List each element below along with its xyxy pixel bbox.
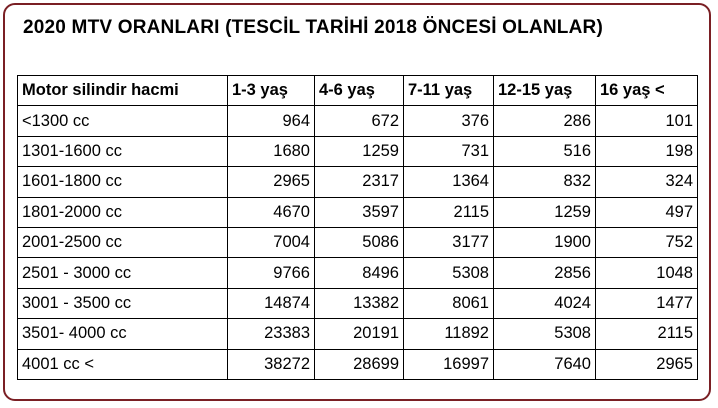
rate-cell: 2317 <box>314 166 404 198</box>
rate-cell: 5086 <box>314 226 404 259</box>
rate-cell: 8496 <box>314 257 404 289</box>
row-label: 1301-1600 cc <box>17 135 228 168</box>
rate-cell: 286 <box>493 105 596 137</box>
rate-cell: 497 <box>595 196 698 228</box>
table-row: 2001-2500 cc 7004 5086 3177 1900 752 <box>17 226 698 259</box>
rate-cell: 8061 <box>403 287 494 320</box>
rate-cell: 324 <box>595 166 698 198</box>
row-label: 3501- 4000 cc <box>17 318 228 350</box>
rate-cell: 2115 <box>595 318 698 350</box>
rate-cell: 964 <box>227 105 315 137</box>
rate-cell: 101 <box>595 105 698 137</box>
row-label: 1601-1800 cc <box>17 166 228 198</box>
rate-cell: 3597 <box>314 196 404 228</box>
rate-cell: 376 <box>403 105 494 137</box>
rate-cell: 516 <box>493 135 596 168</box>
column-header: 7-11 yaş <box>403 74 494 107</box>
row-label: 2001-2500 cc <box>17 226 228 259</box>
rate-cell: 28699 <box>314 348 404 380</box>
rate-cell: 2115 <box>403 196 494 228</box>
rate-cell: 1477 <box>595 287 698 320</box>
rate-cell: 38272 <box>227 348 315 380</box>
rate-cell: 198 <box>595 135 698 168</box>
rate-cell: 4024 <box>493 287 596 320</box>
rate-cell: 1364 <box>403 166 494 198</box>
table-row: 3001 - 3500 cc 14874 13382 8061 4024 1477 <box>17 287 698 320</box>
rate-cell: 832 <box>493 166 596 198</box>
table-body: <1300 cc 964 672 376 286 101 1301-1600 cc 1680 1… <box>17 105 698 380</box>
rate-cell: 1259 <box>314 135 404 168</box>
rate-cell: 752 <box>595 226 698 259</box>
rate-cell: 2965 <box>227 166 315 198</box>
row-label: <1300 cc <box>17 105 228 137</box>
rate-cell: 1048 <box>595 257 698 289</box>
rate-cell: 4670 <box>227 196 315 228</box>
rate-cell: 672 <box>314 105 404 137</box>
row-label: 2501 - 3000 cc <box>17 257 228 289</box>
column-header: 4-6 yaş <box>314 74 404 107</box>
rate-cell: 2965 <box>595 348 698 380</box>
table-row: 2501 - 3000 cc 9766 8496 5308 2856 1048 <box>17 257 698 289</box>
rate-cell: 23383 <box>227 318 315 350</box>
column-header: 16 yaş < <box>595 74 698 107</box>
table-row: 1301-1600 cc 1680 1259 731 516 198 <box>17 135 698 168</box>
rate-cell: 7004 <box>227 226 315 259</box>
rate-cell: 16997 <box>403 348 494 380</box>
rate-cell: 11892 <box>403 318 494 350</box>
column-header: 12-15 yaş <box>493 74 596 107</box>
rate-cell: 1259 <box>493 196 596 228</box>
table-row: 4001 cc <38272 28699 16997 7640 2965 <box>17 348 698 380</box>
rate-cell: 1900 <box>493 226 596 259</box>
rate-cell: 5308 <box>403 257 494 289</box>
rate-cell: 1680 <box>227 135 315 168</box>
rates-table: Motor silindir hacmi 1-3 yaş 4-6 yaş 7-11 y… <box>17 74 698 380</box>
title: 2020 MTV ORANLARI (TESCİL TARİHİ 2018 ÖN… <box>23 17 603 38</box>
rate-cell: 731 <box>403 135 494 168</box>
rate-cell: 2856 <box>493 257 596 289</box>
row-label: 4001 cc < <box>17 348 228 380</box>
table-row: 1801-2000 cc 4670 3597 2115 1259 497 <box>17 196 698 228</box>
header-row: Motor silindir hacmi 1-3 yaş 4-6 yaş 7-11 y… <box>17 74 698 107</box>
rate-cell: 9766 <box>227 257 315 289</box>
table-row: 3501- 4000 cc 23383 20191 11892 5308 2115 <box>17 318 698 350</box>
table-row: 1601-1800 cc 2965 2317 1364 832 324 <box>17 166 698 198</box>
column-header: 1-3 yaş <box>227 74 315 107</box>
rate-cell: 3177 <box>403 226 494 259</box>
rate-cell: 20191 <box>314 318 404 350</box>
rate-cell: 5308 <box>493 318 596 350</box>
rate-cell: 13382 <box>314 287 404 320</box>
row-label: 1801-2000 cc <box>17 196 228 228</box>
table-row: <1300 cc 964 672 376 286 101 <box>17 105 698 137</box>
rate-cell: 7640 <box>493 348 596 380</box>
column-header: Motor silindir hacmi <box>17 74 228 107</box>
rate-cell: 14874 <box>227 287 315 320</box>
row-label: 3001 - 3500 cc <box>17 287 228 320</box>
